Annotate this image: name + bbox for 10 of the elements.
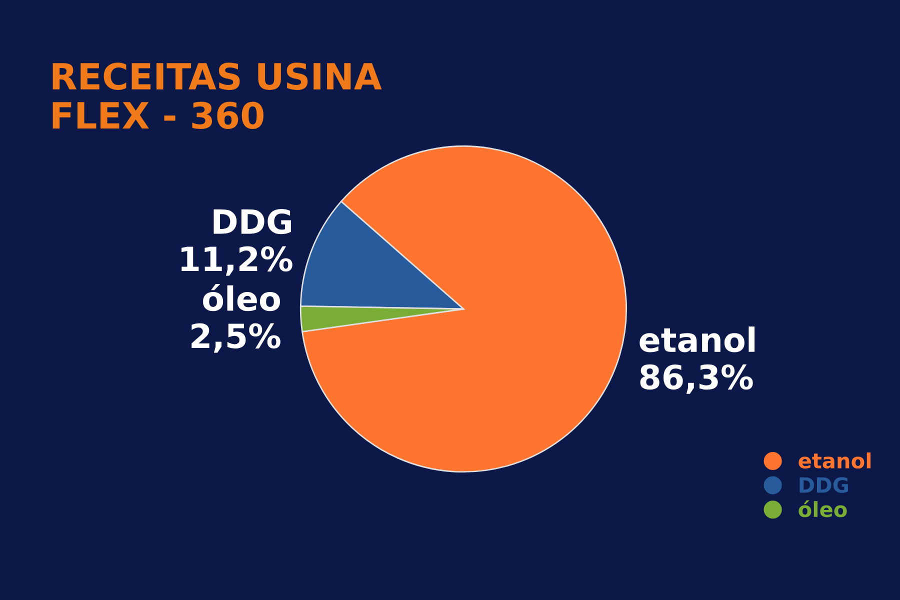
data-label: 86,3% [640, 364, 753, 394]
legend-label: óleo [798, 500, 847, 518]
legend-label: DDG [800, 477, 848, 493]
legend-label: etanol [798, 452, 870, 469]
chart-title: RECEITAS USINA FLEX - 360 [52, 62, 382, 130]
slice-label: óleo [203, 284, 280, 312]
data-label: 11,2% [182, 246, 292, 276]
slice-label: DDG [214, 208, 291, 234]
data-label: 2,5% [192, 323, 280, 353]
slice-label: etanol [640, 326, 755, 352]
